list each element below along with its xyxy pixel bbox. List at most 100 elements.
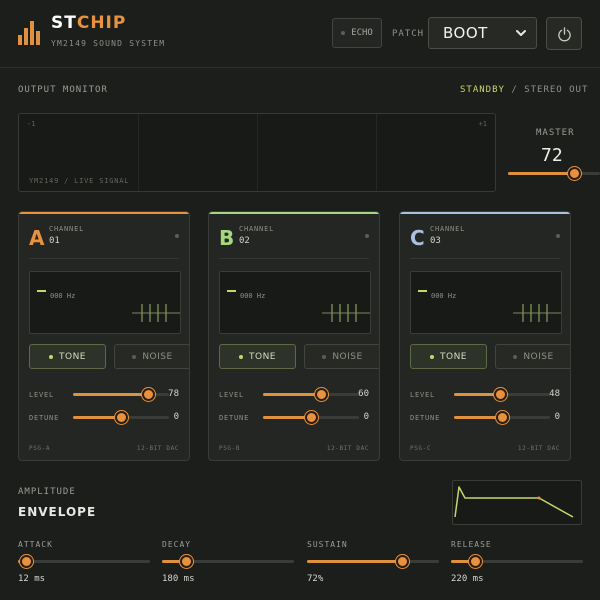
tone-button[interactable]: TONE xyxy=(29,344,106,369)
channel-frequency: 000 Hz xyxy=(240,292,266,300)
level-label: LEVEL xyxy=(29,391,55,399)
power-button[interactable] xyxy=(546,17,582,50)
channel-number: 02 xyxy=(239,236,250,246)
scope-caption: YM2149 / LIVE SIGNAL xyxy=(29,177,130,185)
master-label: MASTER xyxy=(536,128,575,138)
detune-slider-handle[interactable] xyxy=(115,411,128,424)
channel-letter: B xyxy=(219,226,235,250)
channel-number: 01 xyxy=(49,236,60,246)
waveform-glyph-icon xyxy=(513,304,561,322)
noise-button[interactable]: NOISE xyxy=(495,344,570,369)
channel-accent-line xyxy=(400,212,570,214)
master-slider-handle[interactable] xyxy=(568,167,582,180)
channel-footer-id: PSG-B xyxy=(219,445,241,452)
noise-indicator xyxy=(513,354,518,359)
detune-slider[interactable] xyxy=(73,411,169,424)
echo-button[interactable]: ECHO xyxy=(332,18,382,48)
channel-footer-id: PSG-C xyxy=(410,445,432,452)
divider xyxy=(410,258,560,259)
level-slider[interactable] xyxy=(263,388,359,401)
detune-slider-handle[interactable] xyxy=(305,411,318,424)
level-label: LEVEL xyxy=(410,391,436,399)
level-label: LEVEL xyxy=(219,391,245,399)
envelope-curve xyxy=(454,486,574,518)
envelope-param-label: DECAY xyxy=(162,540,192,549)
echo-indicator xyxy=(341,31,346,35)
detune-slider-fill xyxy=(263,416,311,419)
tone-button[interactable]: TONE xyxy=(410,344,487,369)
channel-number: 03 xyxy=(430,236,441,246)
envelope-slider-handle[interactable] xyxy=(468,555,482,568)
level-slider-handle[interactable] xyxy=(141,388,155,401)
channel-waveform-display: 000 Hz xyxy=(410,271,562,334)
bar-chart-logo-icon xyxy=(18,21,40,45)
channel-label: CHANNEL xyxy=(430,225,466,233)
brand-name: STCHIP xyxy=(51,13,127,33)
waveform-marker xyxy=(227,290,236,292)
chevron-down-icon xyxy=(516,30,526,36)
envelope-slider-handle[interactable] xyxy=(396,555,410,568)
master-slider[interactable] xyxy=(508,167,600,180)
envelope-title: ENVELOPE xyxy=(18,505,97,519)
channel-accent-line xyxy=(19,212,189,214)
noise-label: NOISE xyxy=(523,351,554,362)
power-icon xyxy=(558,27,571,42)
noise-indicator xyxy=(322,354,327,359)
channel-letter: A xyxy=(29,226,45,250)
channel-footer-dac: 12-BIT DAC xyxy=(326,445,369,452)
level-slider-handle[interactable] xyxy=(314,388,328,401)
channel-status-dot xyxy=(175,234,179,238)
noise-button[interactable]: NOISE xyxy=(304,344,379,369)
patch-label: PATCH xyxy=(392,29,425,39)
noise-label: NOISE xyxy=(332,351,363,362)
level-slider-fill xyxy=(454,393,501,396)
envelope-param-slider[interactable] xyxy=(162,555,294,568)
envelope-param-slider[interactable] xyxy=(18,555,150,568)
level-slider-handle[interactable] xyxy=(494,388,508,401)
waveform-marker xyxy=(418,290,427,292)
master-slider-fill xyxy=(508,172,575,175)
level-slider[interactable] xyxy=(454,388,550,401)
tone-label: TONE xyxy=(439,351,467,362)
envelope-param-slider[interactable] xyxy=(307,555,439,568)
envelope-param-value: 220 ms xyxy=(451,574,484,584)
noise-button[interactable]: NOISE xyxy=(114,344,189,369)
tone-indicator xyxy=(238,354,243,359)
detune-value: 0 xyxy=(363,412,369,422)
envelope-param-label: SUSTAIN xyxy=(307,540,348,549)
master-value: 72 xyxy=(541,145,563,166)
detune-label: DETUNE xyxy=(219,414,250,422)
amplitude-label: AMPLITUDE xyxy=(18,487,76,497)
waveform-glyph-icon xyxy=(322,304,370,322)
envelope-slider-fill xyxy=(307,560,403,563)
level-slider-fill xyxy=(73,393,148,396)
patch-value: BOOT xyxy=(443,24,488,42)
envelope-param-value: 72% xyxy=(307,574,324,584)
level-value: 48 xyxy=(549,389,560,399)
level-value: 78 xyxy=(168,389,179,399)
channel-status-dot xyxy=(365,234,369,238)
output-scope: -1 +1 YM2149 / LIVE SIGNAL xyxy=(18,113,496,192)
detune-value: 0 xyxy=(173,412,179,422)
tone-label: TONE xyxy=(248,351,276,362)
scope-max-label: +1 xyxy=(478,120,487,128)
divider xyxy=(219,258,369,259)
detune-slider[interactable] xyxy=(454,411,550,424)
envelope-param-slider[interactable] xyxy=(451,555,583,568)
channel-frequency: 000 Hz xyxy=(50,292,76,300)
envelope-graph xyxy=(452,480,582,525)
tone-label: TONE xyxy=(58,351,86,362)
level-slider[interactable] xyxy=(73,388,169,401)
envelope-slider-handle[interactable] xyxy=(19,555,33,568)
channel-status-dot xyxy=(556,234,560,238)
patch-select[interactable]: BOOT xyxy=(428,17,537,49)
noise-label: NOISE xyxy=(142,351,173,362)
brand-subtitle: YM2149 SOUND SYSTEM xyxy=(51,39,166,48)
detune-slider-handle[interactable] xyxy=(496,411,509,424)
status-separator: / xyxy=(511,85,518,95)
envelope-slider-fill xyxy=(451,560,475,563)
detune-slider[interactable] xyxy=(263,411,359,424)
output-monitor-label: OUTPUT MONITOR xyxy=(18,85,108,95)
tone-button[interactable]: TONE xyxy=(219,344,296,369)
envelope-slider-handle[interactable] xyxy=(179,555,193,568)
